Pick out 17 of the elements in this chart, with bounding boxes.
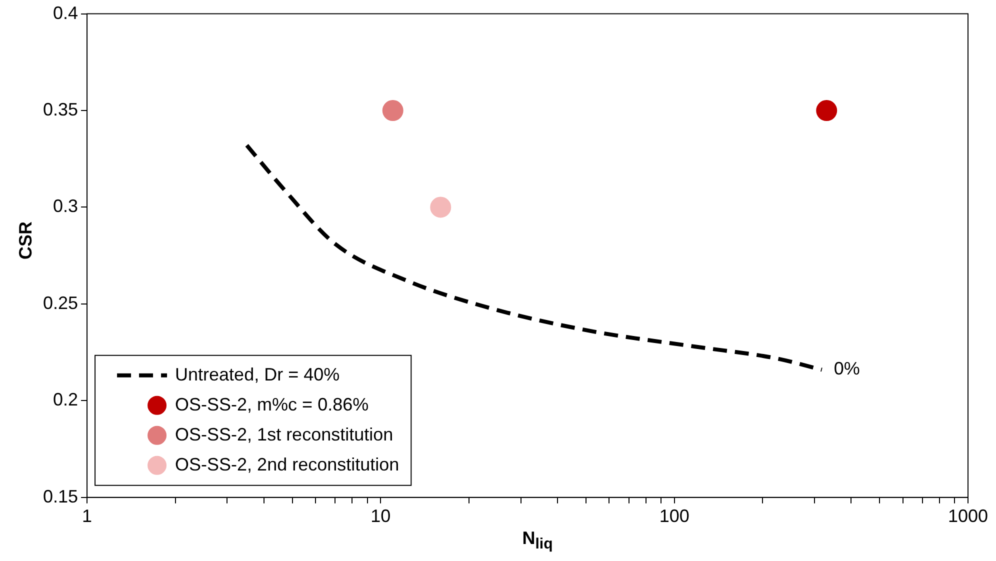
y-tick-label: 0.4	[53, 2, 78, 23]
legend-label: OS-SS-2, 1st reconstitution	[175, 424, 394, 444]
y-tick-label: 0.15	[42, 486, 78, 506]
y-tick-label: 0.35	[42, 99, 78, 120]
x-axis-title: N$_{liq}$	[521, 528, 554, 553]
y-tick-label: 0.25	[42, 292, 78, 313]
y-tick-label: 0.3	[53, 196, 78, 216]
x-tick-label: 100	[659, 506, 690, 526]
y-axis-title: CSR	[16, 220, 36, 262]
legend-label: Untreated, Dr = 40%	[175, 364, 340, 384]
x-tick-label: 1	[82, 506, 92, 526]
x-tick-label: 1000	[948, 506, 988, 526]
y-tick-label: 0.2	[53, 390, 78, 410]
annotation: 0%	[834, 358, 860, 379]
legend-label: OS-SS-2, m%c = 0.86%	[175, 394, 369, 414]
x-tick-label: 10	[370, 506, 391, 526]
legend-label: OS-SS-2, 2nd reconstitution	[175, 454, 400, 474]
